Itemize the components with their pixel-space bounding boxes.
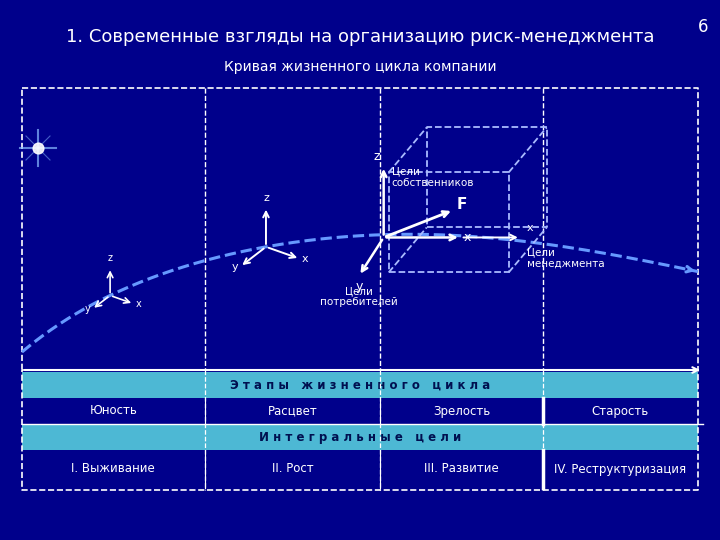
Text: Кривая жизненного цикла компании: Кривая жизненного цикла компании xyxy=(224,60,496,74)
Text: Цели
менеджмента: Цели менеджмента xyxy=(526,247,604,269)
Text: II. Рост: II. Рост xyxy=(271,462,313,476)
Bar xyxy=(22,424,698,450)
Text: y: y xyxy=(355,280,363,293)
Text: x: x xyxy=(526,224,534,233)
Text: x: x xyxy=(135,299,141,309)
Text: Цели
потребителей: Цели потребителей xyxy=(320,286,397,307)
Text: Э т а п ы   ж и з н е н н о г о   ц и к л а: Э т а п ы ж и з н е н н о г о ц и к л а xyxy=(230,379,490,392)
Text: x: x xyxy=(464,231,471,244)
Bar xyxy=(22,398,698,424)
Text: Юность: Юность xyxy=(89,404,138,417)
Text: x: x xyxy=(302,254,309,264)
Text: I. Выживание: I. Выживание xyxy=(71,462,155,476)
Text: IV. Реструктуризация: IV. Реструктуризация xyxy=(554,462,686,476)
Text: z: z xyxy=(263,193,269,203)
Text: III. Развитие: III. Развитие xyxy=(424,462,499,476)
Bar xyxy=(22,450,698,488)
Text: И н т е г р а л ь н ы е   ц е л и: И н т е г р а л ь н ы е ц е л и xyxy=(259,430,461,443)
Point xyxy=(32,144,44,152)
Text: F: F xyxy=(456,198,467,212)
Bar xyxy=(22,372,698,398)
Text: Старость: Старость xyxy=(592,404,649,417)
Text: 1. Современные взгляды на организацию риск-менеджмента: 1. Современные взгляды на организацию ри… xyxy=(66,28,654,46)
Text: z: z xyxy=(107,253,112,264)
Text: Расцвет: Расцвет xyxy=(268,404,318,417)
Text: 6: 6 xyxy=(698,18,708,36)
Text: z: z xyxy=(373,150,379,163)
Text: Цели
собственников: Цели собственников xyxy=(392,166,474,188)
Text: Зрелость: Зрелость xyxy=(433,404,490,417)
Text: y: y xyxy=(85,305,91,314)
Text: y: y xyxy=(231,262,238,272)
